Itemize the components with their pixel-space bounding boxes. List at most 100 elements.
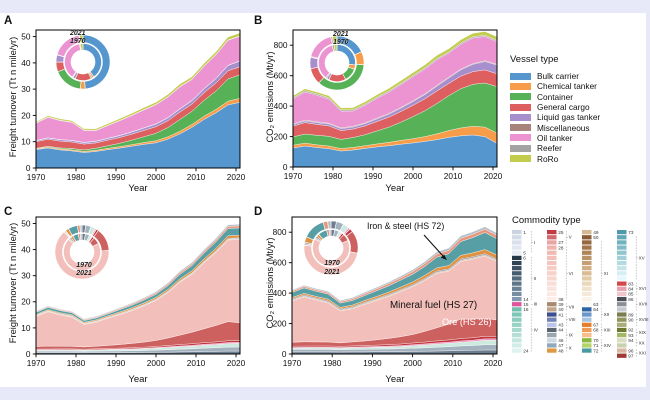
- commodity-swatch-hs-26: [547, 235, 557, 240]
- axes: 1970 1980 1990 2000 2010 2020 0 10 20 30 40 50: [21, 216, 246, 368]
- inset-year-label: 1970: [333, 39, 349, 46]
- commodity-swatch-hs-6: [512, 255, 522, 260]
- x-tick-label: 2000: [147, 172, 166, 182]
- commodity-swatch-hs-82: [617, 276, 627, 281]
- commodity-swatch-hs-24: [512, 348, 522, 353]
- commodity-section-numeral-xii: XII: [604, 312, 610, 317]
- commodity-chapter-number: 83: [628, 281, 634, 286]
- commodity-section-numeral-xv: XV: [639, 255, 646, 260]
- y-tick-label: 50: [21, 32, 31, 42]
- commodity-chapter-number: 5: [523, 250, 526, 255]
- legend-label: RoRo: [537, 153, 559, 164]
- commodity-swatch-hs-44: [547, 327, 557, 333]
- donut-segment-other-commodities-light-gray: [79, 224, 83, 233]
- legend-label: General cargo: [537, 102, 590, 113]
- commodity-swatch-hs-85: [617, 291, 627, 297]
- vessel-type-legend: Vessel type Bulk carrier Chemical tanker C…: [510, 54, 600, 164]
- legend-label: Container: [537, 91, 573, 102]
- stacked-areas: [35, 32, 241, 169]
- commodity-chapter-number: 68: [593, 328, 599, 333]
- panel-b-letter: B: [254, 15, 263, 27]
- x-tick-label: 2010: [187, 172, 206, 182]
- commodity-chapter-number: 49: [593, 230, 599, 235]
- y-tick-label: 30: [21, 271, 31, 281]
- commodity-swatch-hs-94: [617, 338, 627, 343]
- commodity-swatch-hs-67: [582, 322, 592, 327]
- x-tick-label: 1970: [27, 358, 46, 368]
- commodity-swatch-hs-52: [582, 245, 592, 250]
- x-tick-label: 1970: [283, 358, 302, 368]
- panel-d-x-axis-title: Year: [385, 374, 405, 385]
- x-tick-label: 1970: [27, 172, 46, 182]
- legend-swatch: [510, 82, 531, 90]
- commodity-chapter-number: 73: [628, 230, 634, 235]
- commodity-swatch-hs-17: [512, 312, 522, 317]
- commodity-swatch-hs-11: [512, 281, 522, 286]
- commodity-chapter-number: 64: [593, 307, 599, 312]
- panel-c-chart: 1970 1980 1990 2000 2010 20200102030405019702…: [21, 216, 246, 368]
- x-tick-label: 1980: [67, 172, 86, 182]
- commodity-chapter-number: 93: [628, 333, 634, 338]
- y-tick-label: 40: [21, 245, 31, 255]
- legend-label: Bulk carrier: [537, 71, 579, 82]
- commodity-chapter-number: 96: [628, 348, 634, 353]
- commodity-chapter-number: 43: [558, 323, 564, 328]
- panel-d-letter: D: [254, 206, 263, 218]
- commodity-chapter-number: 41: [558, 312, 564, 317]
- commodity-section-numeral-xi: XI: [604, 271, 608, 276]
- commodity-section-numeral-xxi: XXI: [639, 351, 646, 356]
- donut-segment-liquid-gas-tanker: [309, 56, 319, 70]
- donut-segment-other-commodities-light-gray: [327, 220, 332, 229]
- x-tick-label: 2010: [444, 358, 463, 368]
- commodity-swatch-hs-32: [547, 266, 557, 271]
- commodity-swatch-hs-81: [617, 271, 627, 276]
- commodity-swatch-hs-41: [547, 312, 557, 317]
- commodity-swatch-hs-71: [582, 343, 592, 348]
- commodity-swatch-hs-55: [582, 260, 592, 266]
- panel-b-x-axis-title: Year: [385, 183, 405, 194]
- commodity-swatch-hs-40: [547, 307, 557, 312]
- commodity-section-numeral-vi: VI: [569, 271, 573, 276]
- commodity-swatch-hs-19: [512, 322, 522, 327]
- donut-segment-mineral-fuel-hs-27: [312, 238, 350, 267]
- legend-swatch: [510, 72, 531, 80]
- commodity-swatch-hs-80: [617, 266, 627, 271]
- commodity-section-numeral-iv: IV: [534, 327, 539, 332]
- x-tick-label: 1990: [363, 358, 382, 368]
- panel-a-x-axis-title: Year: [128, 183, 148, 194]
- commodity-chapter-number: 6: [523, 256, 526, 261]
- commodity-swatch-hs-4: [512, 245, 522, 250]
- commodity-chapter-number: 14: [523, 297, 529, 302]
- x-tick-label: 2020: [484, 358, 503, 368]
- commodity-swatch-hs-18: [512, 317, 522, 322]
- y-tick-label: 50: [21, 218, 31, 228]
- y-tick-label: 40: [21, 58, 31, 68]
- commodity-swatch-hs-20: [512, 327, 522, 333]
- x-tick-label: 2020: [227, 172, 246, 182]
- commodity-swatch-hs-93: [617, 333, 627, 338]
- vessel-legend-item-container: Container: [510, 92, 600, 102]
- commodity-swatch-hs-76: [617, 245, 627, 250]
- mineral-fuel-annotation: Mineral fuel (HS 27): [390, 300, 478, 311]
- commodity-swatch-hs-16: [512, 307, 522, 312]
- x-tick-label: 1990: [364, 171, 383, 181]
- legend-swatch: [510, 144, 531, 152]
- commodity-swatch-hs-29: [547, 250, 557, 255]
- commodity-swatch-hs-79: [617, 260, 627, 266]
- commodity-type-legend: 15614151624IIIIIIIV252728383940414344464…: [512, 230, 649, 358]
- commodity-swatch-hs-65: [582, 312, 592, 317]
- inset-year-label: 2021: [332, 31, 349, 38]
- donut-segment-roro: [79, 34, 84, 44]
- legend-swatch: [510, 155, 531, 163]
- commodity-section-numeral-xviii: XVIII: [639, 317, 649, 322]
- commodity-swatch-hs-95: [617, 343, 627, 348]
- y-tick-label: 20: [21, 297, 31, 307]
- vessel-legend-title: Vessel type: [510, 54, 559, 65]
- commodity-section-numeral-xiv: XIV: [604, 343, 612, 348]
- commodity-chapter-number: 84: [628, 287, 634, 292]
- commodity-swatch-hs-54: [582, 255, 592, 260]
- donut-segment-other-commodities-light-gray: [328, 229, 332, 237]
